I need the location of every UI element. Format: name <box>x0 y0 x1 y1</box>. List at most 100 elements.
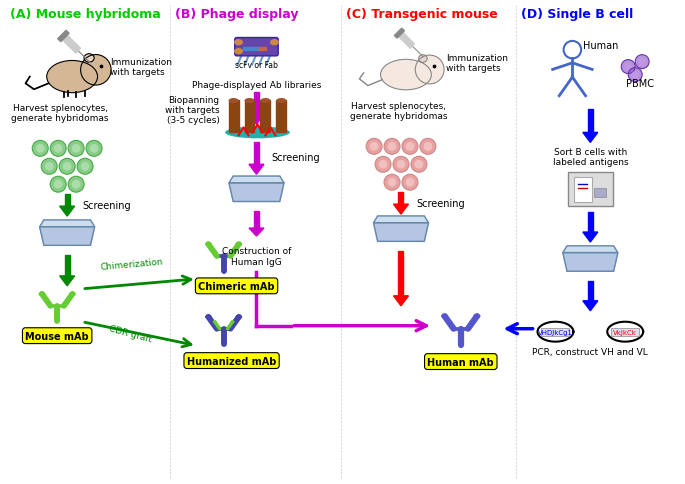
Text: Mouse mAb: Mouse mAb <box>25 331 89 341</box>
Circle shape <box>635 56 649 70</box>
Polygon shape <box>583 133 598 143</box>
FancyBboxPatch shape <box>542 328 569 336</box>
Circle shape <box>388 143 397 151</box>
Circle shape <box>414 161 423 169</box>
Bar <box>259 47 266 51</box>
Ellipse shape <box>270 40 279 46</box>
Ellipse shape <box>245 99 255 104</box>
Text: (C) Transgenic mouse: (C) Transgenic mouse <box>346 8 498 21</box>
Polygon shape <box>58 31 69 43</box>
Circle shape <box>72 181 81 189</box>
Ellipse shape <box>69 292 76 296</box>
Bar <box>243 47 259 51</box>
Bar <box>399 252 403 296</box>
Text: Screening: Screening <box>416 199 464 209</box>
Ellipse shape <box>38 292 45 296</box>
Text: Screening: Screening <box>82 201 131 211</box>
Ellipse shape <box>260 99 271 104</box>
Ellipse shape <box>234 49 243 55</box>
Circle shape <box>631 72 639 79</box>
Bar <box>568 173 613 207</box>
Circle shape <box>54 181 62 189</box>
Ellipse shape <box>441 314 448 319</box>
Circle shape <box>411 157 427 173</box>
Text: Immunization
with targets: Immunization with targets <box>446 54 508 73</box>
Circle shape <box>59 159 75 175</box>
Polygon shape <box>563 246 618 253</box>
Text: VHDJkCg1: VHDJkCg1 <box>538 329 573 335</box>
Bar <box>588 212 593 232</box>
Circle shape <box>638 59 646 66</box>
Bar <box>254 212 259 228</box>
FancyBboxPatch shape <box>235 38 278 57</box>
Bar <box>64 256 70 276</box>
Circle shape <box>81 56 111 86</box>
Circle shape <box>624 63 632 72</box>
Text: VkJkCk: VkJkCk <box>613 329 637 335</box>
Bar <box>588 110 593 133</box>
Ellipse shape <box>47 61 97 93</box>
Circle shape <box>72 145 81 153</box>
Text: scFv or Fab: scFv or Fab <box>235 61 278 70</box>
Bar <box>245 101 255 133</box>
Ellipse shape <box>212 321 216 323</box>
Ellipse shape <box>231 321 234 323</box>
Circle shape <box>375 157 391 173</box>
Circle shape <box>621 60 635 75</box>
Ellipse shape <box>229 99 238 104</box>
Circle shape <box>86 141 102 157</box>
Polygon shape <box>583 232 598 242</box>
Bar <box>594 189 606 198</box>
Text: Harvest splenocytes,
generate hybridomas: Harvest splenocytes, generate hybridomas <box>12 104 109 123</box>
FancyBboxPatch shape <box>611 328 639 336</box>
Ellipse shape <box>277 99 286 104</box>
Text: Human: Human <box>583 41 618 51</box>
Circle shape <box>68 141 84 157</box>
Circle shape <box>628 68 642 82</box>
Circle shape <box>63 163 71 171</box>
Ellipse shape <box>419 56 427 63</box>
Polygon shape <box>393 296 408 306</box>
Circle shape <box>36 145 45 153</box>
Text: Chimerization: Chimerization <box>100 257 164 272</box>
Circle shape <box>77 159 93 175</box>
Bar <box>64 195 70 207</box>
Circle shape <box>90 145 99 153</box>
Circle shape <box>384 139 400 155</box>
Text: Construction of
Human IgG: Construction of Human IgG <box>222 247 291 266</box>
Circle shape <box>370 143 379 151</box>
Polygon shape <box>60 276 75 286</box>
Text: Harvest splenocytes,
generate hybridomas: Harvest splenocytes, generate hybridomas <box>350 102 448 121</box>
Polygon shape <box>373 223 429 242</box>
Polygon shape <box>373 216 429 223</box>
Text: (D) Single B cell: (D) Single B cell <box>521 8 633 21</box>
Text: Screening: Screening <box>271 153 320 163</box>
Bar <box>260 101 271 133</box>
Bar <box>254 92 259 115</box>
Bar <box>254 143 259 165</box>
Circle shape <box>415 56 444 85</box>
Circle shape <box>366 139 382 155</box>
Text: CDR graft: CDR graft <box>108 324 152 344</box>
Polygon shape <box>249 115 264 125</box>
Bar <box>588 281 593 301</box>
Ellipse shape <box>236 315 242 319</box>
Polygon shape <box>229 177 284 183</box>
Ellipse shape <box>236 242 242 247</box>
Circle shape <box>393 157 409 173</box>
Ellipse shape <box>84 55 94 63</box>
Polygon shape <box>60 207 75 217</box>
Bar <box>277 101 286 133</box>
Ellipse shape <box>473 314 480 319</box>
Circle shape <box>406 179 414 187</box>
Polygon shape <box>40 227 95 246</box>
Text: (A) Mouse hybridoma: (A) Mouse hybridoma <box>10 8 161 21</box>
Polygon shape <box>395 29 404 39</box>
Ellipse shape <box>205 242 212 247</box>
Circle shape <box>68 177 84 193</box>
Circle shape <box>384 175 400 191</box>
Text: Phage-displayed Ab libraries: Phage-displayed Ab libraries <box>192 80 321 90</box>
Ellipse shape <box>234 40 243 46</box>
Circle shape <box>379 161 388 169</box>
Ellipse shape <box>225 127 290 139</box>
